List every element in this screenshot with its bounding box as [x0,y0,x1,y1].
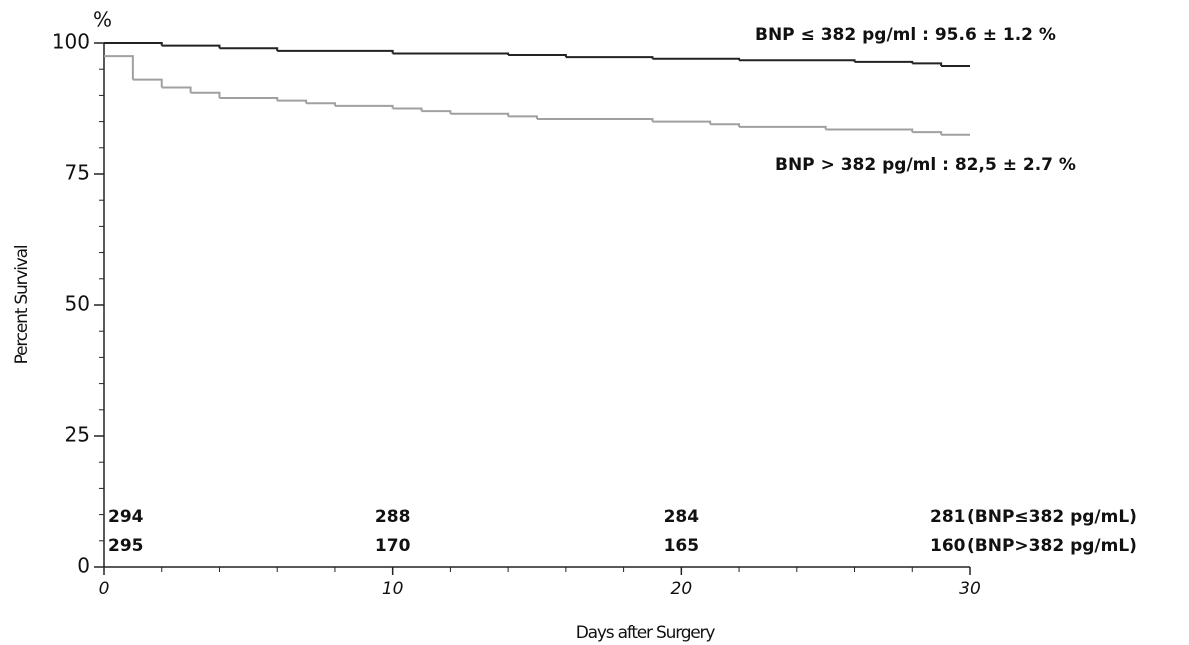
survival-step [132,78,163,88]
survival-step [912,131,943,135]
survival-step [652,120,712,125]
x-tick-label: 0 [99,579,110,599]
survival-step [219,47,279,51]
survival-step [537,117,654,122]
survival-step [739,125,827,130]
survival-step [739,59,856,62]
y-tick-label: 100 [52,30,90,54]
survival-step [161,86,192,93]
y-unit-label: % [93,8,112,32]
legend-label: BNP ≤ 382 pg/ml : 95.6 ± 1.2 % [755,25,1056,45]
survival-step [508,115,538,119]
survival-step [825,128,914,133]
y-tick-label: 25 [65,423,90,447]
survival-step [508,54,567,58]
at-risk-count: 284 [664,507,700,527]
survival-step [161,44,221,49]
x-tick-label: 20 [671,579,693,599]
survival-step [450,112,510,117]
survival-step [652,57,741,61]
at-risk-count: 288 [375,507,411,527]
at-risk-count: 170 [375,536,411,556]
x-axis-title: Days after Surgery [576,623,716,643]
survival-step [392,107,423,112]
y-axis-title: Percent Survival [12,245,32,364]
x-tick-label: 10 [382,579,404,599]
survival-step [219,97,279,101]
at-risk-count: 165 [664,536,700,556]
survival-step [190,91,221,99]
x-tick-label: 30 [959,579,981,599]
at-risk-count: 295 [108,536,144,556]
survival-step [277,99,308,104]
survival-step [104,42,163,46]
at-risk-count: 281 [930,507,966,527]
survival-step [392,52,510,56]
survival-step [912,62,943,67]
survival-step [421,110,452,114]
legend-label: BNP > 382 pg/ml : 82,5 ± 2.7 % [775,155,1076,175]
at-risk-label: (BNP>382 pg/mL) [967,536,1137,556]
survival-step [565,56,654,59]
survival-step [854,60,914,64]
survival-step [334,104,394,109]
y-tick-label: 50 [65,292,90,316]
y-tick-label: 75 [65,161,90,185]
at-risk-count: 294 [108,507,144,527]
survival-step [306,102,336,106]
survival-step [277,49,394,54]
at-risk-count: 160 [930,536,966,556]
survival-step [104,55,134,80]
y-tick-label: 0 [77,554,90,578]
survival-step [710,123,741,127]
at-risk-label: (BNP≤382 pg/mL) [967,507,1137,527]
